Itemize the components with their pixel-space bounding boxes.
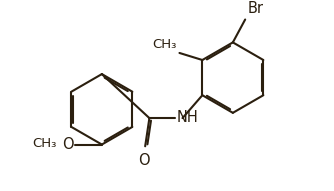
Text: Br: Br <box>248 1 264 16</box>
Text: CH₃: CH₃ <box>33 137 57 150</box>
Text: NH: NH <box>177 110 199 125</box>
Text: O: O <box>62 137 74 152</box>
Text: O: O <box>138 153 150 168</box>
Text: CH₃: CH₃ <box>152 38 177 51</box>
